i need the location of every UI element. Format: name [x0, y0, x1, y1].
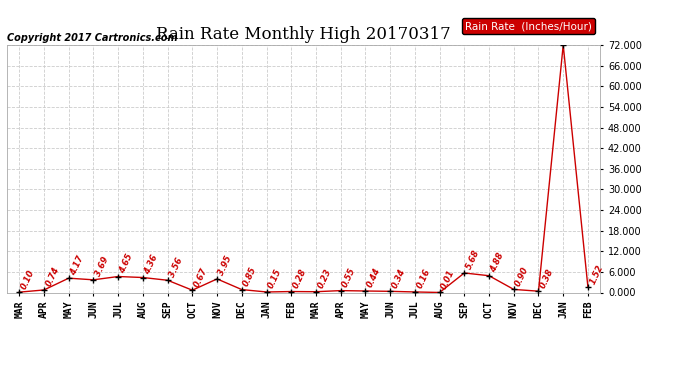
Text: 4.65: 4.65 [118, 252, 135, 275]
Text: 4.17: 4.17 [69, 254, 86, 276]
Text: 0.23: 0.23 [316, 267, 333, 290]
Text: 3.95: 3.95 [217, 255, 234, 277]
Text: 0.67: 0.67 [193, 266, 209, 288]
Text: 0.34: 0.34 [390, 267, 407, 290]
Text: 0.28: 0.28 [291, 267, 308, 290]
Text: 0.90: 0.90 [514, 265, 531, 288]
Text: 0.38: 0.38 [538, 267, 555, 290]
Text: 3.56: 3.56 [168, 256, 184, 279]
Text: 4.36: 4.36 [143, 253, 160, 276]
Text: 0.15: 0.15 [266, 268, 284, 290]
Text: 4.88: 4.88 [489, 251, 506, 274]
Text: 0.01: 0.01 [440, 268, 457, 291]
Text: 0.10: 0.10 [19, 268, 36, 291]
Text: 0.44: 0.44 [366, 267, 382, 289]
Text: Copyright 2017 Cartronics.com: Copyright 2017 Cartronics.com [7, 33, 177, 42]
Text: 1.52: 1.52 [588, 263, 605, 285]
Text: 0.85: 0.85 [241, 265, 259, 288]
Text: 0.74: 0.74 [44, 266, 61, 288]
Legend: Rain Rate  (Inches/Hour): Rain Rate (Inches/Hour) [462, 18, 595, 34]
Title: Rain Rate Monthly High 20170317: Rain Rate Monthly High 20170317 [156, 27, 451, 44]
Text: 3.69: 3.69 [93, 255, 110, 278]
Text: 0.16: 0.16 [415, 268, 432, 290]
Text: 5.68: 5.68 [464, 249, 481, 271]
Text: 0.55: 0.55 [341, 266, 357, 289]
